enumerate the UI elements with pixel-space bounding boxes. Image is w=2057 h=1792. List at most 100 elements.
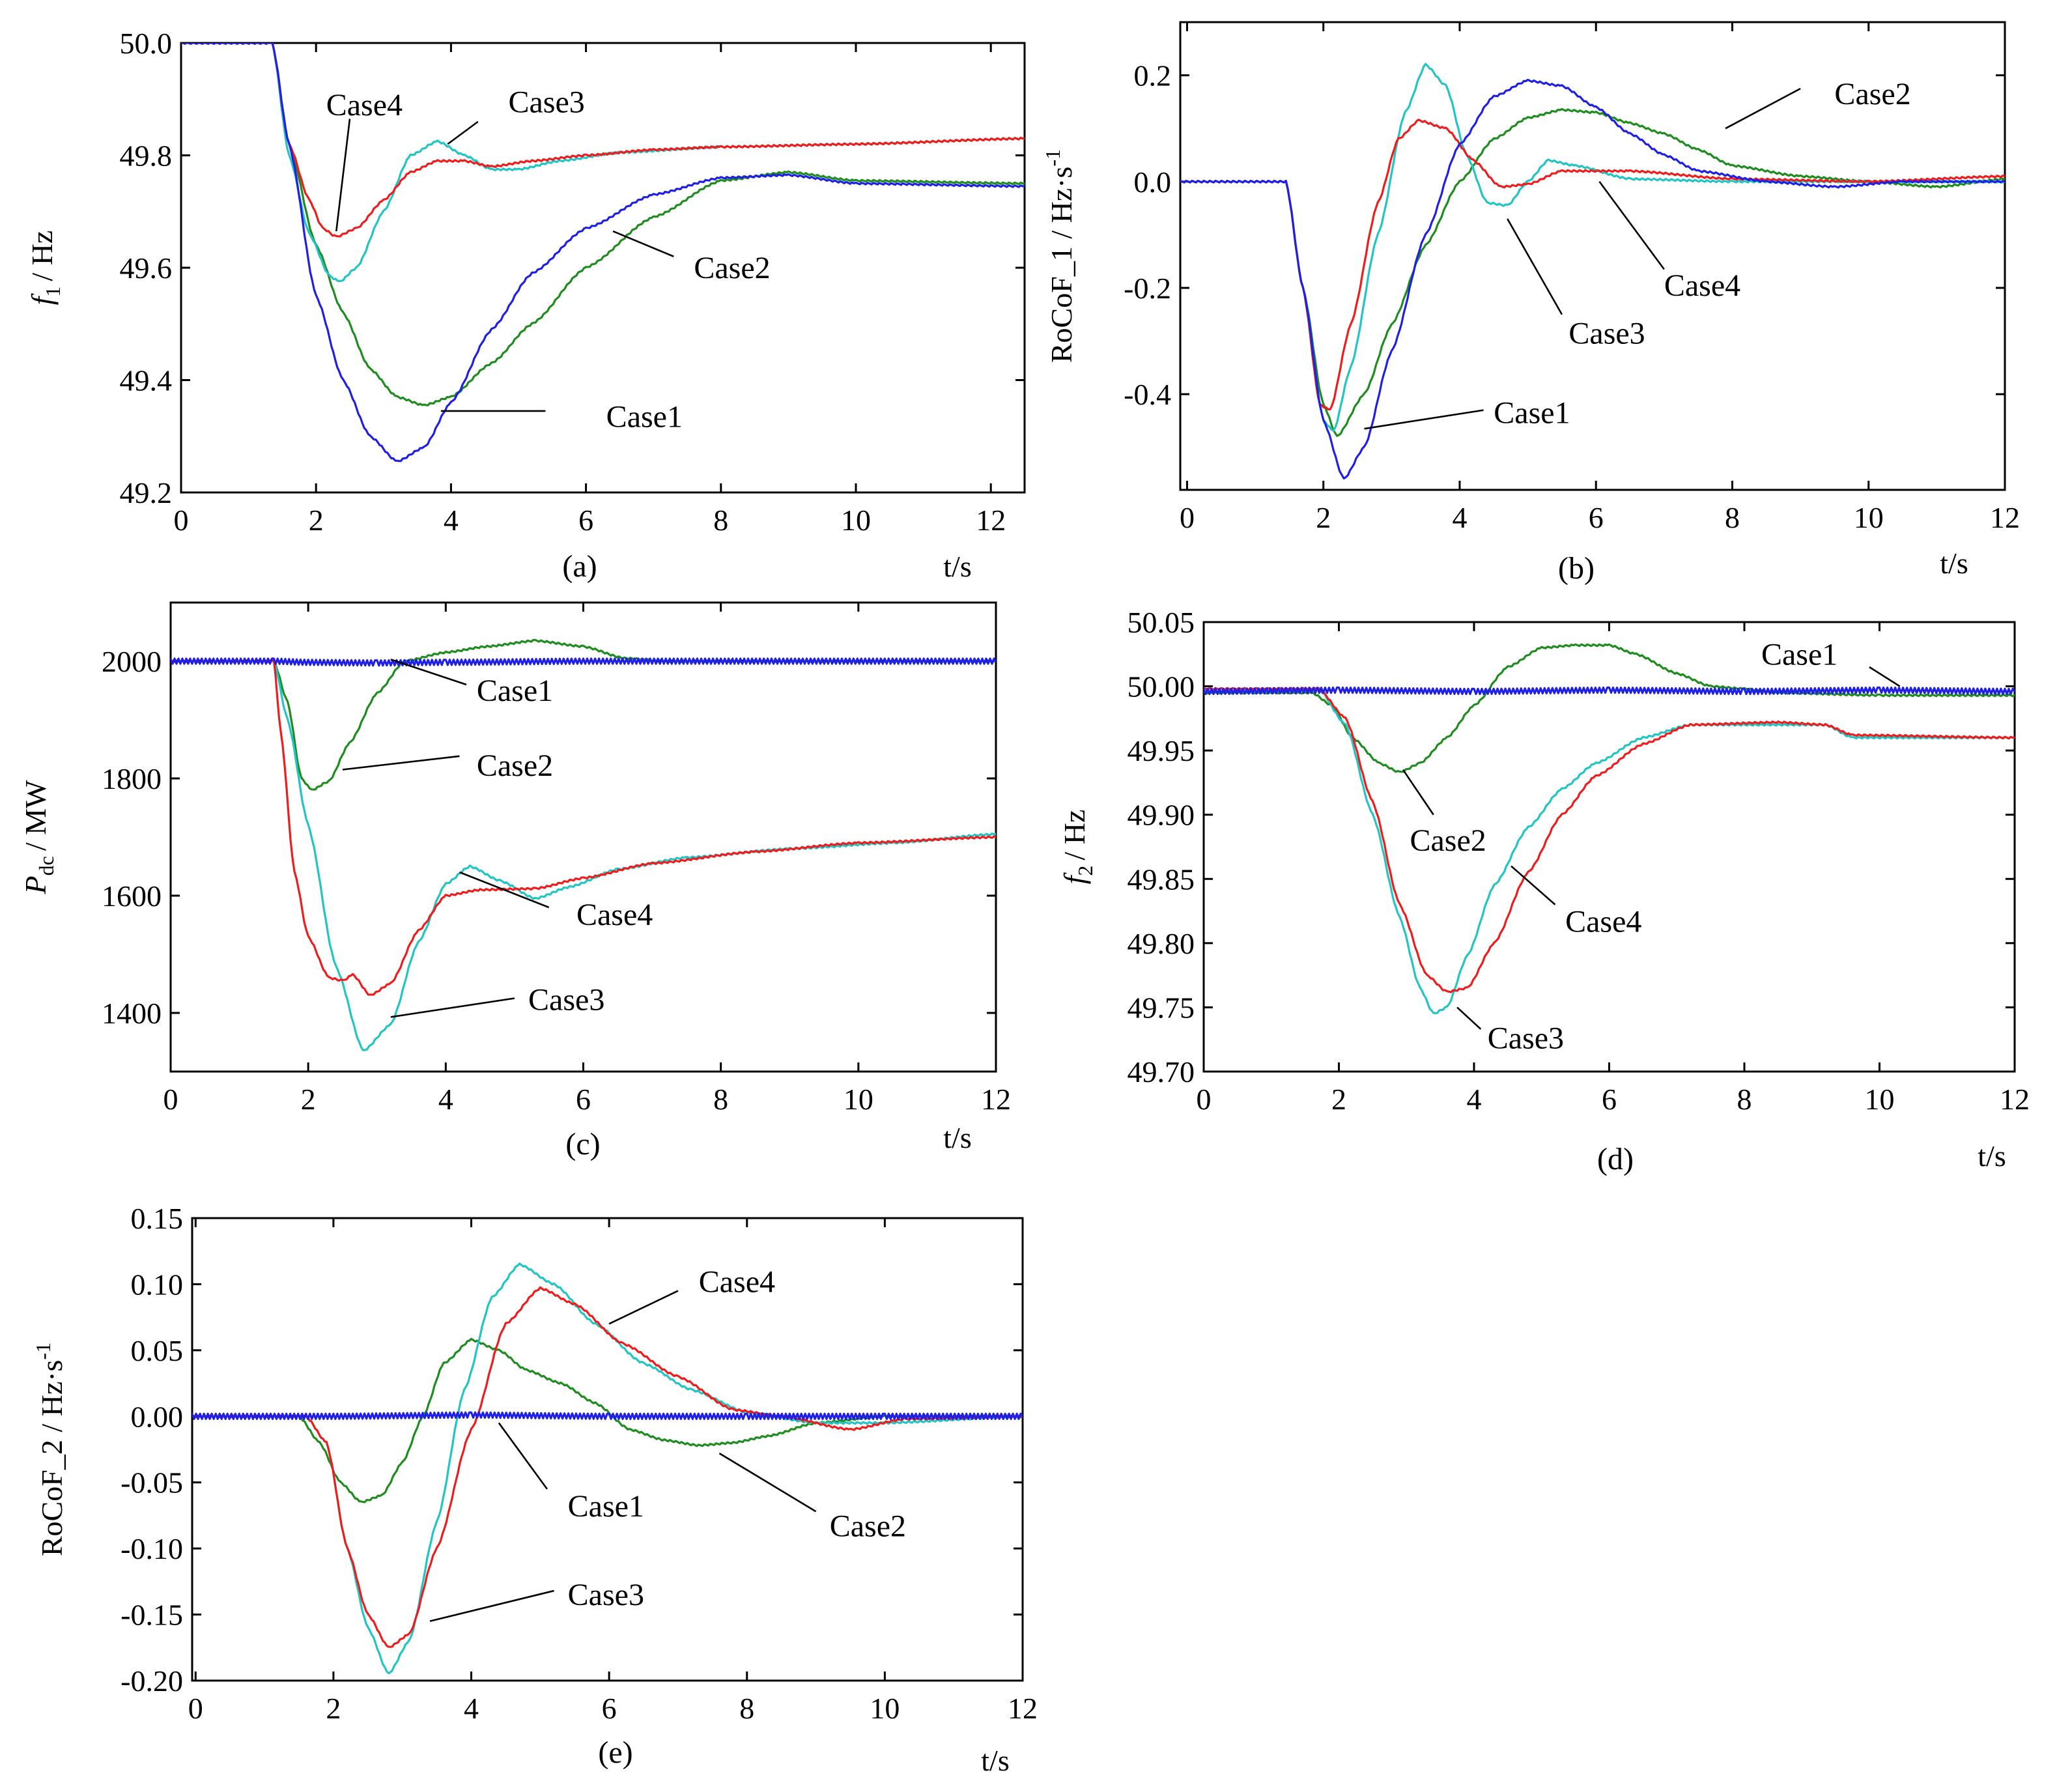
annotation-label: Case3 (1568, 316, 1645, 350)
series-line-case3 (1204, 687, 2015, 1014)
y-tick-label: 49.2 (120, 476, 173, 509)
y-tick-label: 49.4 (120, 364, 173, 397)
x-axis-label: t/s (1940, 547, 1968, 580)
x-tick-label: 0 (174, 504, 189, 537)
y-axis-superscript: -1 (1041, 149, 1064, 167)
x-tick-label: 6 (576, 1083, 591, 1116)
annotation-label: Case1 (1761, 637, 1837, 672)
y-tick-label: 49.95 (1128, 734, 1195, 767)
y-tick-label: -0.05 (121, 1466, 183, 1500)
x-tick-label: 6 (602, 1692, 617, 1725)
annotation-label: Case2 (694, 251, 770, 285)
y-axis-label: RoCoF_1 / Hz·s-1 (1041, 149, 1078, 363)
y-tick-label: 0.0 (1134, 165, 1172, 199)
x-tick-label: 12 (1990, 501, 2020, 534)
series-line-case1 (181, 43, 1025, 462)
y-axis-label: f2/ Hz (1058, 810, 1097, 885)
series-line-case1 (1204, 686, 2015, 695)
annotation-leader (342, 755, 460, 771)
x-tick-label: 4 (1452, 501, 1467, 534)
x-tick-label: 10 (844, 1083, 873, 1116)
annotation-leader (1402, 769, 1434, 816)
x-tick-label: 4 (438, 1083, 453, 1116)
annotation-leader (447, 121, 479, 145)
x-tick-label: 8 (1725, 501, 1740, 534)
annotation-leader (1511, 865, 1556, 905)
y-tick-label: -0.4 (1124, 378, 1171, 411)
annotation-label: Case1 (1494, 396, 1570, 431)
annotation-label: Case4 (1565, 904, 1641, 939)
annotation-label: Case4 (1664, 268, 1740, 303)
annotation-label: Case4 (699, 1264, 775, 1299)
annotation-label: Case1 (606, 400, 683, 434)
annotation-leader (1869, 666, 1901, 687)
series-line-case1 (1180, 78, 2005, 480)
x-tick-label: 2 (301, 1083, 316, 1116)
panel-label: (e) (598, 1735, 632, 1770)
panel-label: (c) (565, 1127, 600, 1161)
panel-label: (d) (1597, 1142, 1634, 1176)
x-tick-label: 10 (841, 504, 871, 537)
annotation-label: Case4 (576, 898, 653, 932)
x-tick-label: 0 (1180, 501, 1195, 534)
x-tick-label: 6 (1589, 501, 1604, 534)
annotation-leader (1507, 218, 1563, 315)
y-axis-unit: / Hz (1058, 810, 1091, 860)
x-tick-label: 0 (163, 1083, 178, 1116)
x-tick-label: 2 (326, 1692, 341, 1725)
series-line-case1 (192, 1411, 1023, 1420)
y-tick-label: 49.8 (120, 139, 173, 173)
y-tick-label: 0.2 (1134, 59, 1172, 92)
annotation-label: Case3 (528, 982, 604, 1017)
y-tick-label: -0.20 (121, 1664, 183, 1698)
annotation-leader (612, 230, 674, 257)
x-tick-label: 0 (188, 1692, 203, 1725)
x-tick-label: 8 (739, 1692, 754, 1725)
y-axis-label: f1/ Hz (25, 231, 64, 306)
x-tick-label: 2 (1331, 1083, 1346, 1116)
x-tick-label: 4 (464, 1692, 479, 1725)
series-line-case4 (192, 1286, 1023, 1648)
series-line-case2 (181, 43, 1025, 406)
y-tick-label: 2000 (102, 645, 162, 678)
panel-label: (b) (1558, 551, 1595, 586)
plot-frame (180, 42, 1026, 494)
y-tick-label: 1800 (102, 762, 162, 795)
annotation-label: Case4 (326, 88, 403, 122)
x-tick-label: 0 (1197, 1083, 1212, 1116)
annotation-leader (459, 871, 550, 909)
series-line-case2 (1180, 107, 2005, 437)
y-tick-label: 50.00 (1128, 670, 1195, 704)
series-line-case4 (171, 659, 996, 996)
annotation-leader (1725, 87, 1801, 130)
x-tick-label: 4 (1467, 1083, 1482, 1116)
annotation-label: Case2 (477, 748, 553, 783)
x-tick-label: 6 (1602, 1083, 1617, 1116)
y-tick-label: 49.80 (1128, 927, 1195, 960)
annotation-leader (390, 659, 467, 686)
series-line-case4 (181, 43, 1025, 238)
annotation-label: Case3 (568, 1578, 644, 1612)
x-tick-label: 2 (1316, 501, 1331, 534)
annotation-leader (608, 1290, 679, 1325)
x-tick-label: 6 (578, 504, 593, 537)
series-line-case3 (181, 43, 1025, 282)
plot-frame (1179, 21, 2006, 491)
panel-e-rocof2: 0 2 4 6 8 10 12 -0.20 -0.15 -0.10 -0.05 0.00 0.05 0.1… (31, 1202, 1038, 1777)
y-tick-label: -0.2 (1124, 272, 1171, 305)
series-line-case4 (1180, 119, 2005, 410)
y-axis-subscript: 1 (41, 287, 64, 297)
y-axis-superscript: -1 (31, 1343, 55, 1360)
series-line-case4 (1204, 687, 2015, 993)
annotation-label: Case3 (508, 85, 584, 120)
x-axis-label: t/s (981, 1744, 1009, 1777)
y-axis-label: Pdc / MW (19, 780, 58, 894)
y-axis-title: RoCoF_2 / Hz·s (35, 1360, 68, 1557)
x-tick-label: 12 (976, 504, 1006, 537)
series-line-case3 (1180, 63, 2005, 432)
annotation-leader (1364, 409, 1484, 430)
series-line-case3 (171, 659, 996, 1051)
y-tick-label: 1400 (102, 997, 162, 1030)
y-axis-title: RoCoF_1 / Hz·s (1045, 167, 1078, 363)
